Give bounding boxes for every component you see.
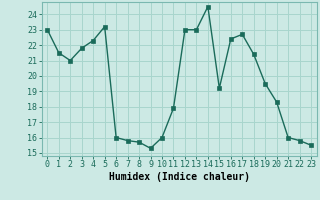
X-axis label: Humidex (Indice chaleur): Humidex (Indice chaleur)	[109, 172, 250, 182]
